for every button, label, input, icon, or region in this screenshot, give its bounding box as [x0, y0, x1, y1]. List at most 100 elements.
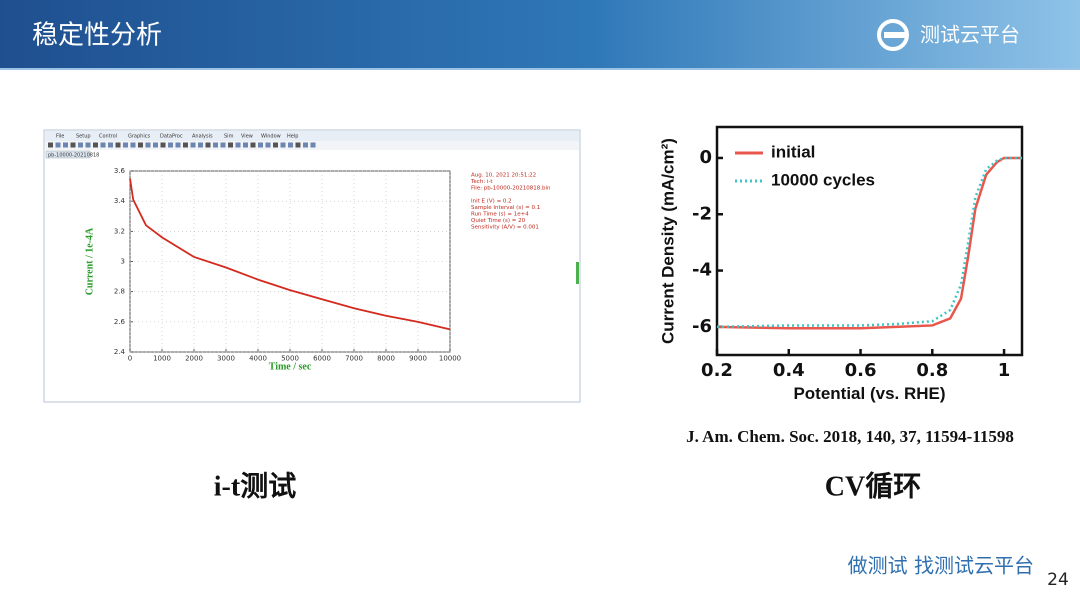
toolbar-icon[interactable]	[265, 142, 271, 148]
toolbar-icon[interactable]	[168, 142, 173, 148]
y-axis-label: Current / 1e-4A	[84, 227, 95, 295]
annotation: Tech: i-t	[470, 179, 493, 185]
toolbar-icon[interactable]	[130, 142, 136, 148]
menu-item[interactable]: Control	[99, 134, 117, 140]
x-tick-label: 9000	[409, 354, 427, 362]
toolbar-icon[interactable]	[205, 142, 211, 148]
toolbar-icon[interactable]	[310, 142, 316, 148]
toolbar-icon[interactable]	[48, 142, 53, 148]
data-line	[129, 178, 451, 331]
menu-item[interactable]: File	[56, 134, 64, 140]
annotation: Run Time (s) = 1e+4	[471, 212, 529, 218]
document-tab[interactable]	[45, 150, 91, 159]
x-tick-label: 0.2	[701, 360, 733, 381]
menu-item[interactable]: Analysis	[192, 134, 213, 140]
menu-item[interactable]: View	[241, 134, 253, 140]
toolbar-icon[interactable]	[243, 142, 248, 148]
toolbar-icon[interactable]	[85, 142, 91, 148]
toolbar-icon[interactable]	[288, 142, 293, 148]
x-tick-label: 10000	[439, 354, 461, 362]
toolbar-icon[interactable]	[153, 142, 158, 148]
y-axis-label: Current Density (mA/cm²)	[658, 138, 677, 344]
page-number: 24	[1047, 570, 1069, 590]
x-tick-label: 8000	[377, 354, 395, 362]
logo-text: 测试云平台	[920, 23, 1020, 47]
toolbar-icon[interactable]	[145, 142, 151, 148]
toolbar-icon[interactable]	[303, 142, 308, 148]
toolbar-icon[interactable]	[108, 142, 113, 148]
plot-frame	[715, 125, 1024, 357]
toolbar-icon[interactable]	[175, 142, 181, 148]
x-tick-label: 1000	[153, 354, 171, 362]
x-axis-label: Potential (vs. RHE)	[793, 384, 945, 403]
y-tick-label: 2.4	[114, 348, 126, 356]
menu-item[interactable]: Graphics	[128, 134, 150, 140]
y-tick-label: 3.4	[114, 197, 126, 205]
menu-item[interactable]: Sim	[224, 134, 234, 140]
toolbar-icon[interactable]	[138, 142, 143, 148]
y-tick-label: -2	[692, 203, 712, 224]
toolbar-icon[interactable]	[115, 142, 121, 148]
legend-label: initial	[771, 142, 815, 161]
y-tick-label: 2.8	[114, 288, 125, 296]
caption: CV循环	[825, 470, 921, 502]
annotation: File: pb-10000-20210818.bin	[471, 186, 551, 192]
y-tick-label: 3	[121, 258, 125, 266]
menu-item[interactable]: DataProc	[160, 134, 183, 140]
toolbar-icon[interactable]	[220, 142, 226, 148]
toolbar-icon[interactable]	[78, 142, 83, 148]
toolbar-icon[interactable]	[55, 142, 61, 148]
x-axis-label: Time / sec	[269, 362, 312, 373]
legend-label: 10000 cycles	[771, 170, 875, 189]
toolbar-icon[interactable]	[280, 142, 286, 148]
annotation: Sample Interval (s) = 0.1	[471, 205, 540, 211]
toolbar-icon[interactable]	[213, 142, 218, 148]
y-tick-label: -6	[692, 316, 712, 337]
toolbar-icon[interactable]	[273, 142, 278, 148]
toolbar-icon[interactable]	[183, 142, 188, 148]
toolbar-icon[interactable]	[228, 142, 233, 148]
logo-icon	[877, 19, 909, 51]
x-tick-label: 3000	[217, 354, 235, 362]
footer-slogan: 做测试 找测试云平台	[848, 554, 1034, 578]
x-tick-label: 1	[998, 360, 1011, 381]
toolbar-icon[interactable]	[160, 142, 166, 148]
x-tick-label: 4000	[249, 354, 267, 362]
logo-icon-bar	[884, 32, 906, 38]
toolbar-icon[interactable]	[93, 142, 98, 148]
annotation: Aug. 10, 2021 20:51:22	[471, 173, 536, 179]
toolbar-icon[interactable]	[123, 142, 128, 148]
toolbar-icon[interactable]	[70, 142, 76, 148]
toolbar-icon[interactable]	[258, 142, 263, 148]
y-tick-label: 3.2	[114, 227, 125, 235]
annotation: Quiet Time (s) = 20	[471, 218, 526, 224]
x-tick-label: 0.8	[916, 360, 948, 381]
toolbar-icon[interactable]	[198, 142, 203, 148]
toolbar-icon[interactable]	[190, 142, 196, 148]
x-tick-label: 0.6	[845, 360, 877, 381]
toolbar-icon[interactable]	[235, 142, 241, 148]
toolbar-icon[interactable]	[100, 142, 106, 148]
menu-bar	[45, 131, 579, 141]
annotation: Init E (V) = 0.2	[471, 198, 512, 204]
menu-item[interactable]: Help	[287, 134, 298, 140]
slide-title: 稳定性分析	[32, 21, 162, 51]
x-tick-label: 0.4	[773, 360, 805, 381]
x-tick-label: 5000	[281, 354, 299, 362]
toolbar-icon[interactable]	[295, 142, 301, 148]
citation: J. Am. Chem. Soc. 2018, 140, 37, 11594-1…	[686, 427, 1014, 446]
x-tick-label: 0	[128, 354, 132, 362]
menu-item[interactable]: Setup	[76, 134, 91, 140]
header-rule	[0, 68, 1080, 70]
y-tick-label: 0	[699, 147, 712, 168]
data-line	[716, 156, 1022, 329]
menu-item[interactable]: Window	[261, 134, 281, 140]
toolbar-icon[interactable]	[63, 142, 68, 148]
x-tick-label: 6000	[313, 354, 331, 362]
annotation: Sensitivity (A/V) = 0.001	[471, 225, 539, 231]
y-tick-label: 3.6	[114, 167, 126, 175]
y-tick-label: 2.6	[114, 318, 126, 326]
toolbar-icon[interactable]	[250, 142, 256, 148]
x-tick-label: 2000	[185, 354, 203, 362]
